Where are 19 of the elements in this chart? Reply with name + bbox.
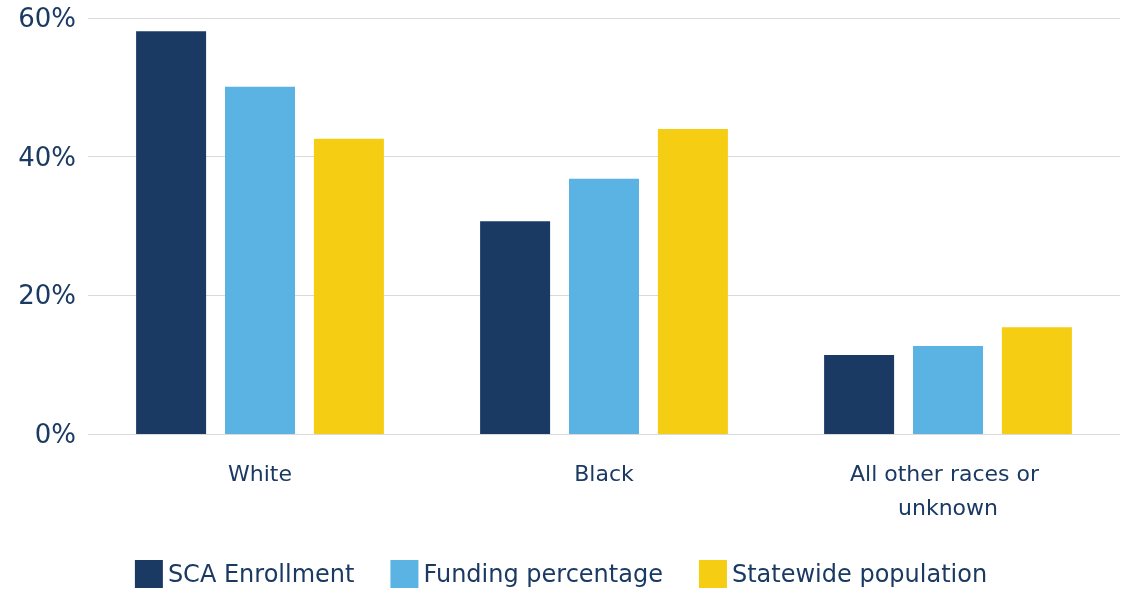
legend-label: SCA Enrollment: [167, 560, 355, 588]
y-tick-label: 60%: [18, 3, 76, 33]
bar: [136, 31, 207, 434]
y-tick-label: 40%: [18, 141, 76, 172]
bar: [824, 354, 895, 434]
bar: [657, 128, 728, 434]
legend-label: Funding percentage: [423, 560, 663, 588]
bar: [480, 221, 551, 434]
bar: [569, 178, 639, 434]
y-tick-label: 0%: [34, 419, 76, 449]
y-tick-label: 20%: [18, 280, 76, 311]
bar: [313, 138, 384, 434]
bar: [225, 86, 295, 434]
x-tick-label: White: [228, 460, 292, 486]
bar: [1001, 327, 1072, 434]
x-tick-label: All other races or unknown: [850, 460, 1046, 520]
legend-label: Statewide population: [731, 560, 988, 588]
bar: [913, 345, 983, 434]
x-tick-label: Black: [574, 460, 635, 486]
